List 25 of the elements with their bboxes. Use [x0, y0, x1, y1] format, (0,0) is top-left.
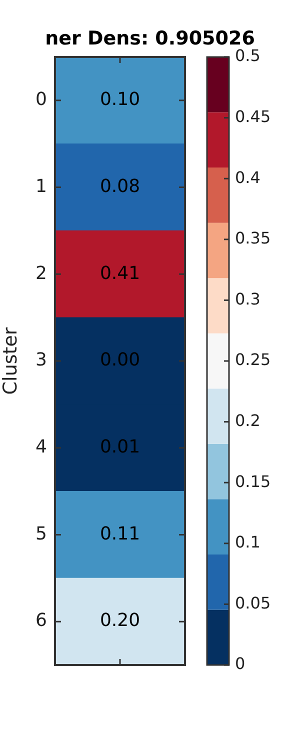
data-label: 0.11	[100, 523, 140, 544]
color-bar-label: 0.45	[235, 106, 271, 126]
color-bar-label: 0.35	[235, 228, 271, 248]
y-tick-label: 0	[36, 89, 47, 110]
y-tick-label: 6	[36, 610, 47, 632]
color-bar-label: 0.2	[235, 410, 260, 430]
color-bar-label: 0.3	[235, 289, 260, 308]
y-tick-label: 5	[36, 523, 47, 544]
color-bar-label: 0.05	[235, 593, 271, 612]
data-label: 0.10	[100, 89, 140, 110]
data-label: 0.01	[100, 436, 140, 458]
y-tick-label: 3	[36, 350, 47, 371]
data-label: 0.08	[100, 176, 140, 197]
color-bar-label: 0.15	[235, 472, 271, 491]
y-tick-label: 1	[36, 176, 47, 197]
y-axis-title: Cluster	[0, 327, 22, 395]
color-bar-label: 0	[235, 654, 246, 674]
color-bar-label: 0.4	[235, 168, 260, 187]
color-bar-label: 0.1	[235, 532, 260, 552]
y-tick-label: 4	[36, 436, 47, 458]
color-bar-label: 0.25	[235, 350, 271, 370]
data-label: 0.41	[100, 262, 140, 284]
data-label: 0.20	[100, 610, 140, 632]
data-label: 0.00	[100, 350, 140, 371]
y-tick-label: 2	[36, 262, 47, 284]
